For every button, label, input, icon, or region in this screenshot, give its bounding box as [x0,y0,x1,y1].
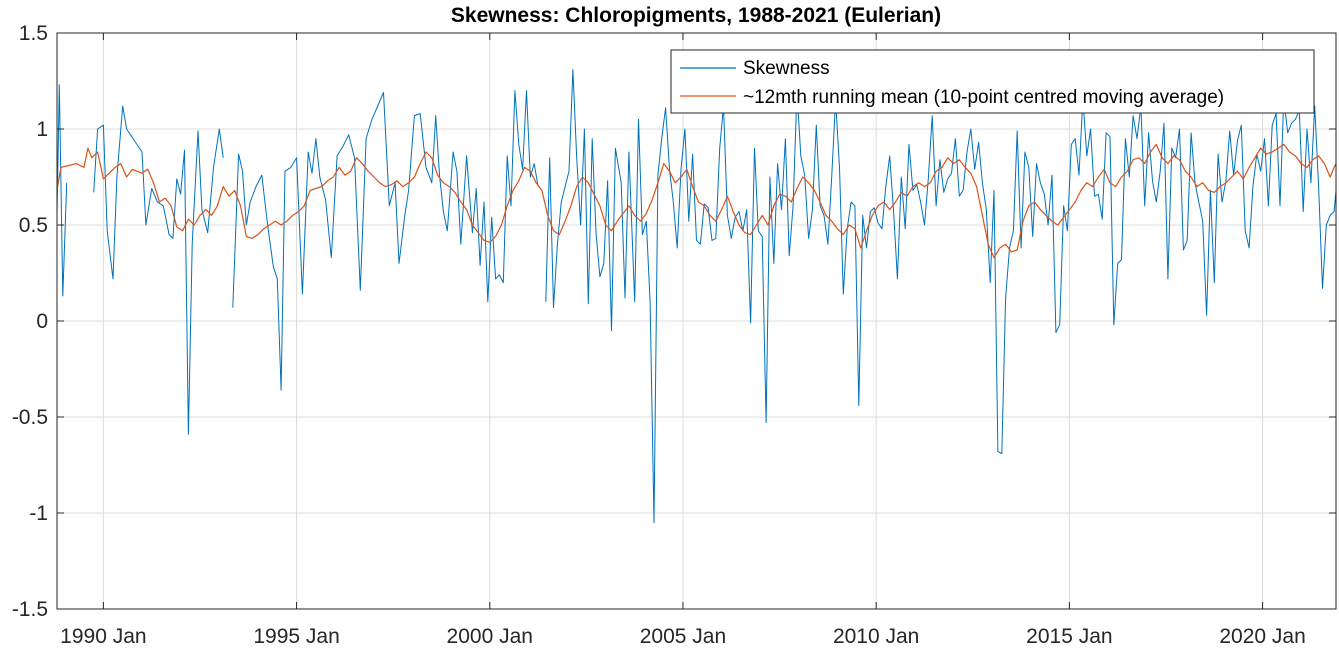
series-line-running-mean [56,143,1337,259]
x-tick-label: 1990 Jan [60,625,146,648]
y-tick-label: 1.5 [19,22,48,45]
legend-label-skewness: Skewness [743,58,830,79]
y-tick-label: 0.5 [19,214,48,237]
ticks: 1.5 1 0.5 0 -0.5 -1 -1.5 1990 Jan 1995 Jan 2000 J… [12,22,1336,648]
legend: Skewness ~12mth running mean (10-point c… [670,49,1315,114]
legend-label-running-mean: ~12mth running mean (10-point centred mo… [743,87,1224,108]
y-tick-label: 1 [36,118,48,141]
x-tick-label: 2020 Jan [1219,625,1305,648]
y-tick-label: -1.5 [12,598,48,621]
y-tick-label: 0 [36,310,48,333]
x-tick-label: 2010 Jan [833,625,919,648]
series-layer [56,69,1337,524]
x-tick-label: 2015 Jan [1026,625,1112,648]
chart-title: Skewness: Chloropigments, 1988-2021 (Eul… [451,4,941,27]
legend-box [670,49,1315,114]
y-tick-label: -0.5 [12,406,48,429]
y-tick-label: -1 [29,502,48,525]
x-tick-label: 2000 Jan [447,625,533,648]
series-line-skewness [56,69,1337,524]
x-tick-label: 2005 Jan [640,625,726,648]
x-tick-label: 1995 Jan [253,625,339,648]
